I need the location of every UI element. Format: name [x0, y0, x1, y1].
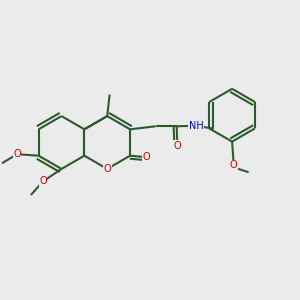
Text: O: O: [230, 160, 237, 170]
Text: NH: NH: [189, 121, 203, 131]
Text: O: O: [103, 164, 111, 174]
Text: O: O: [39, 176, 47, 187]
Text: O: O: [174, 141, 181, 151]
Text: O: O: [143, 152, 150, 162]
Text: O: O: [13, 149, 21, 159]
